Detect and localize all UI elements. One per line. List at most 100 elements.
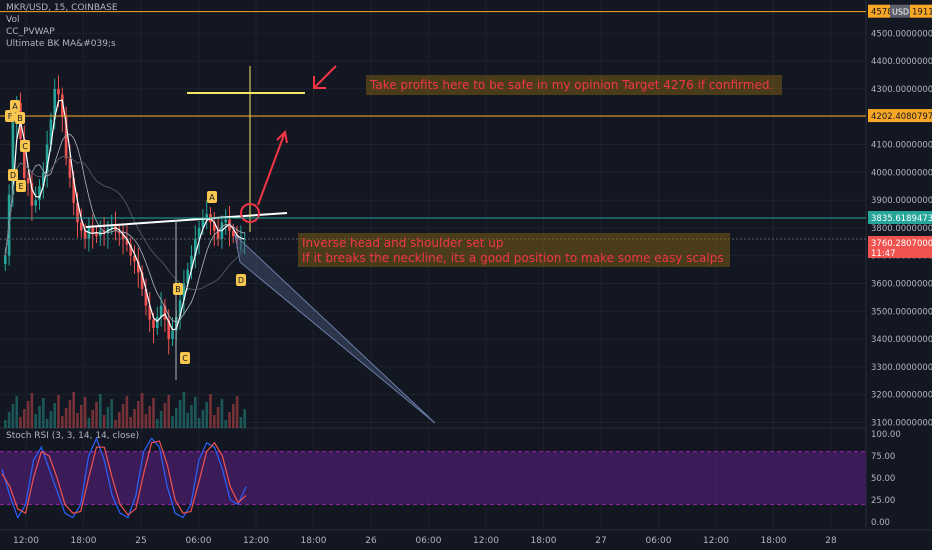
pattern-label-box — [236, 274, 246, 286]
pattern-label: D — [238, 276, 244, 285]
pattern-label: B — [17, 114, 23, 123]
price-candles — [4, 75, 246, 355]
pattern-label: A — [12, 102, 18, 111]
candle-body — [144, 289, 148, 306]
candle-body — [4, 255, 7, 265]
volume-bar — [53, 403, 56, 428]
volume-bar — [121, 404, 125, 428]
volume-bar — [156, 419, 159, 428]
volume-bar — [148, 406, 151, 428]
candle-body — [38, 186, 41, 201]
price-tick-label: 4400.00000000 — [871, 57, 932, 67]
pattern-label: C — [182, 354, 188, 363]
price-tick-label: 3800.00000000 — [871, 224, 932, 234]
volume-bars — [4, 392, 246, 428]
candle-body — [152, 319, 155, 328]
volume-bar — [34, 414, 37, 428]
candle-body — [95, 233, 98, 237]
price-tick-label: 4500.00000000 — [871, 29, 932, 39]
volume-bar — [182, 392, 186, 428]
volume-bar — [197, 418, 201, 428]
candle-body — [167, 319, 170, 340]
pattern-label-box — [173, 283, 183, 295]
time-tick-label: 12:00 — [13, 536, 39, 546]
pattern-label: A — [209, 193, 215, 202]
stoch-rsi-pane — [0, 436, 866, 520]
stoch-tick-label: 50.00 — [871, 474, 895, 484]
candle-body — [125, 239, 129, 245]
volume-bar — [163, 403, 167, 428]
time-tick-label: 06:00 — [186, 536, 212, 546]
stoch-d-line — [1, 440, 247, 516]
time-tick-label: 18:00 — [301, 536, 327, 546]
candle-body — [83, 230, 87, 240]
candle-body — [133, 255, 136, 262]
volume-bar — [194, 397, 197, 428]
volume-bar — [118, 412, 121, 428]
candle-body — [91, 227, 94, 234]
target-note-box — [366, 75, 782, 95]
resistance-tag: 4202.40807977 — [871, 112, 932, 122]
volume-bar — [232, 404, 235, 428]
volume-bar — [144, 414, 148, 428]
volume-bar — [152, 398, 155, 428]
top-price-tag: 4578 — [871, 8, 893, 18]
price-tick-label: 3300.00000000 — [871, 363, 932, 373]
candle-body — [148, 305, 151, 320]
candle-body — [190, 255, 193, 270]
pattern-label-box — [180, 352, 190, 364]
time-tick-label: 25 — [135, 536, 146, 546]
candle-body — [178, 300, 182, 317]
price-tick-label: 3900.00000000 — [871, 196, 932, 206]
pattern-label: D — [10, 171, 16, 180]
volume-bar — [220, 399, 224, 428]
time-tick-label: 12:00 — [243, 536, 269, 546]
candle-body — [201, 219, 205, 228]
moving-averages — [4, 99, 246, 331]
candle-body — [224, 219, 227, 223]
candle-body — [216, 230, 220, 240]
candle-body — [26, 177, 30, 184]
volume-bar — [114, 420, 117, 428]
time-tick-label: 12:00 — [473, 536, 499, 546]
volume-bar — [83, 397, 87, 428]
resistance-tag-bg — [868, 109, 932, 123]
volume-bar — [61, 416, 64, 428]
price-tick-label: 3600.00000000 — [871, 279, 932, 289]
volume-bar — [186, 413, 189, 428]
pattern-label: F — [8, 112, 13, 121]
volume-bar — [239, 417, 243, 428]
volume-bar — [87, 418, 91, 428]
candle-body — [197, 227, 201, 240]
countdown-tag: 11:47 — [871, 249, 896, 259]
volume-bar — [91, 410, 94, 428]
time-axis[interactable]: 12:00 18:00 25 06:00 12:00 18:00 26 06:00 12:00 1… — [13, 536, 837, 546]
indicator-vol: Vol — [6, 15, 20, 25]
volume-bar — [45, 419, 49, 428]
top-extra-bg — [910, 4, 932, 18]
candle-body — [80, 222, 83, 231]
breakout-circle — [240, 203, 260, 223]
symbol-label: MKR/USD, 15, COINBASE — [6, 3, 118, 13]
candle-body — [30, 183, 34, 206]
time-tick-label: 26 — [365, 536, 377, 546]
symbol-legend[interactable]: MKR/USD, 15, COINBASE Vol CC_PVWAP Ultim… — [6, 2, 118, 50]
candle-body — [45, 144, 49, 173]
ma-slow-line — [4, 156, 246, 290]
candle-body — [194, 239, 197, 256]
target-note: Take profits here to be safe in my opini… — [370, 78, 774, 92]
price-tick-label: 3400.00000000 — [871, 335, 932, 345]
time-tick-label: 18:00 — [761, 536, 787, 546]
stoch-legend[interactable]: Stoch RSI (3, 3, 14, 14, close) — [6, 431, 140, 441]
volume-bar — [175, 408, 178, 428]
candle-body — [118, 230, 121, 234]
volume-bar — [49, 411, 53, 428]
candle-body — [53, 88, 56, 120]
stoch-band — [0, 451, 866, 505]
volume-bar — [26, 401, 30, 428]
pattern-label: E — [18, 182, 23, 191]
candle-body — [182, 283, 186, 301]
volume-bar — [228, 412, 231, 428]
volume-bar — [80, 405, 83, 428]
